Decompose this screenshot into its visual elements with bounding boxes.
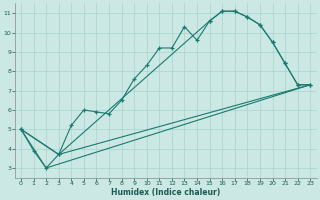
X-axis label: Humidex (Indice chaleur): Humidex (Indice chaleur) [111, 188, 220, 197]
